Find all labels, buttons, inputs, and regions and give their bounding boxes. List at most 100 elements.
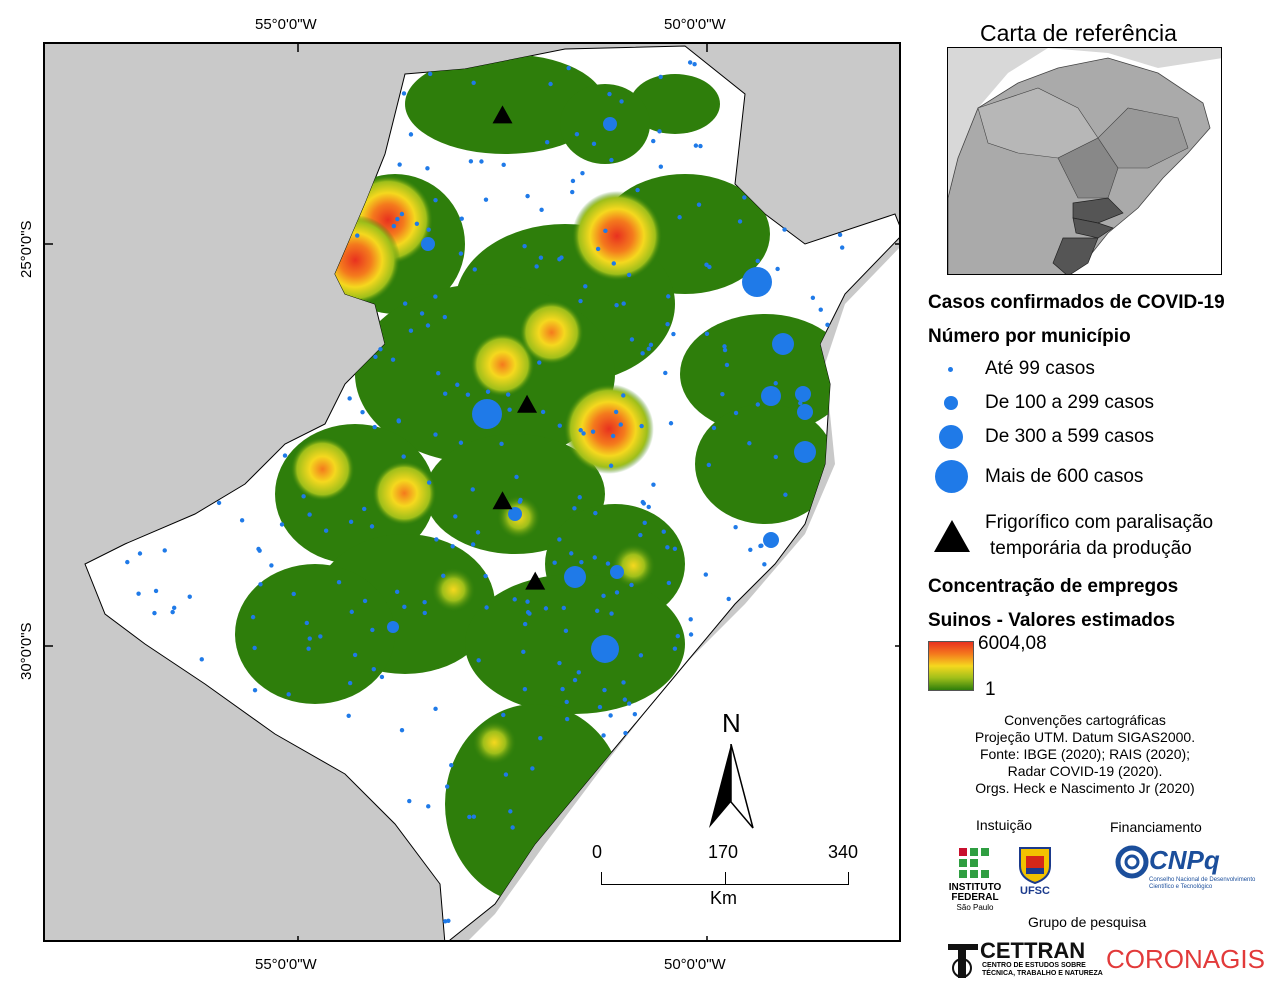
map-frame bbox=[43, 42, 901, 942]
coord-bottom-50w: 50°0'0"W bbox=[664, 956, 726, 973]
color-ramp bbox=[928, 641, 974, 691]
case-point bbox=[724, 362, 730, 368]
case-point bbox=[651, 138, 656, 144]
inset-map-canvas bbox=[948, 48, 1221, 274]
case-point bbox=[762, 562, 767, 567]
case-point bbox=[627, 701, 632, 706]
legend-title-2: Número por município bbox=[928, 326, 1131, 347]
case-point bbox=[525, 599, 530, 604]
legend-point-sm bbox=[944, 396, 958, 410]
case-point bbox=[557, 537, 562, 542]
case-point bbox=[401, 454, 406, 459]
case-point bbox=[476, 658, 481, 663]
case-point bbox=[346, 713, 351, 719]
case-point bbox=[733, 525, 738, 530]
legend-case-3: De 300 a 599 casos bbox=[985, 426, 1155, 447]
case-point bbox=[570, 189, 575, 195]
case-point bbox=[773, 381, 778, 386]
density-hotspot bbox=[572, 190, 663, 281]
case-point bbox=[563, 628, 569, 634]
case-point bbox=[510, 825, 515, 830]
case-point bbox=[503, 772, 509, 777]
case-point bbox=[434, 537, 439, 542]
case-point bbox=[576, 670, 581, 675]
case-point bbox=[605, 561, 611, 566]
case-point bbox=[426, 480, 432, 485]
case-point bbox=[748, 547, 753, 552]
inset-highlight-pr bbox=[1072, 197, 1124, 224]
case-point bbox=[646, 504, 651, 510]
case-point bbox=[726, 596, 731, 602]
case-point bbox=[471, 814, 477, 819]
case-point bbox=[216, 500, 222, 506]
case-point bbox=[623, 730, 628, 736]
case-point bbox=[250, 614, 256, 620]
case-point bbox=[557, 423, 562, 428]
case-point bbox=[543, 606, 549, 611]
case-point bbox=[646, 346, 652, 352]
ramp-min-label: 1 bbox=[985, 679, 996, 700]
case-point bbox=[458, 440, 464, 445]
case-point bbox=[782, 227, 787, 232]
scale-tick-340: 340 bbox=[828, 842, 859, 862]
case-point bbox=[538, 735, 543, 741]
case-point bbox=[609, 611, 614, 616]
case-point bbox=[610, 433, 616, 439]
case-point bbox=[483, 197, 489, 202]
case-point bbox=[593, 510, 598, 516]
case-point bbox=[557, 660, 562, 666]
north-label: N bbox=[722, 708, 741, 738]
case-point bbox=[355, 233, 360, 238]
case-point bbox=[522, 243, 527, 249]
case-point bbox=[621, 301, 626, 306]
case-point bbox=[608, 463, 614, 468]
coronagis-label: CORONAGIS bbox=[1106, 944, 1265, 974]
case-point bbox=[783, 492, 788, 497]
if-logo-icon bbox=[959, 848, 989, 878]
case-point bbox=[578, 298, 583, 304]
case-point bbox=[170, 609, 175, 615]
case-point bbox=[282, 453, 288, 458]
case-point bbox=[665, 545, 670, 550]
case-point-large bbox=[795, 386, 811, 402]
case-point bbox=[704, 262, 709, 267]
case-point-large bbox=[472, 399, 502, 429]
case-point bbox=[703, 572, 709, 577]
case-point bbox=[733, 410, 739, 416]
case-point bbox=[698, 143, 703, 149]
case-point bbox=[626, 272, 632, 278]
case-point bbox=[471, 80, 476, 86]
case-point bbox=[508, 809, 513, 814]
density-surface bbox=[235, 54, 850, 904]
case-point bbox=[252, 687, 258, 693]
case-point bbox=[390, 357, 396, 362]
case-point bbox=[561, 605, 567, 611]
case-point bbox=[839, 245, 845, 250]
case-point bbox=[505, 392, 511, 397]
inset-map bbox=[947, 47, 1222, 275]
case-point bbox=[396, 419, 401, 424]
case-point bbox=[639, 423, 644, 429]
case-point bbox=[125, 559, 130, 565]
case-point bbox=[507, 407, 512, 412]
case-point bbox=[638, 532, 643, 538]
case-point bbox=[425, 323, 431, 328]
case-point bbox=[414, 221, 420, 226]
case-point bbox=[352, 652, 358, 658]
case-point-large bbox=[763, 532, 779, 548]
case-point bbox=[362, 598, 368, 604]
case-point bbox=[427, 71, 433, 77]
case-point bbox=[661, 529, 666, 534]
case-point bbox=[426, 804, 431, 809]
case-point bbox=[349, 609, 354, 615]
case-point bbox=[594, 608, 600, 614]
case-point bbox=[286, 692, 291, 697]
legend-conc-title-1: Concentração de empregos bbox=[928, 576, 1179, 597]
case-point bbox=[401, 91, 407, 96]
case-point bbox=[362, 506, 367, 512]
case-point bbox=[467, 814, 472, 820]
legend-case-2: De 100 a 299 casos bbox=[985, 392, 1155, 413]
case-point bbox=[696, 202, 702, 207]
plant-triangle-icon bbox=[492, 491, 513, 510]
density-hotspot bbox=[472, 720, 517, 765]
